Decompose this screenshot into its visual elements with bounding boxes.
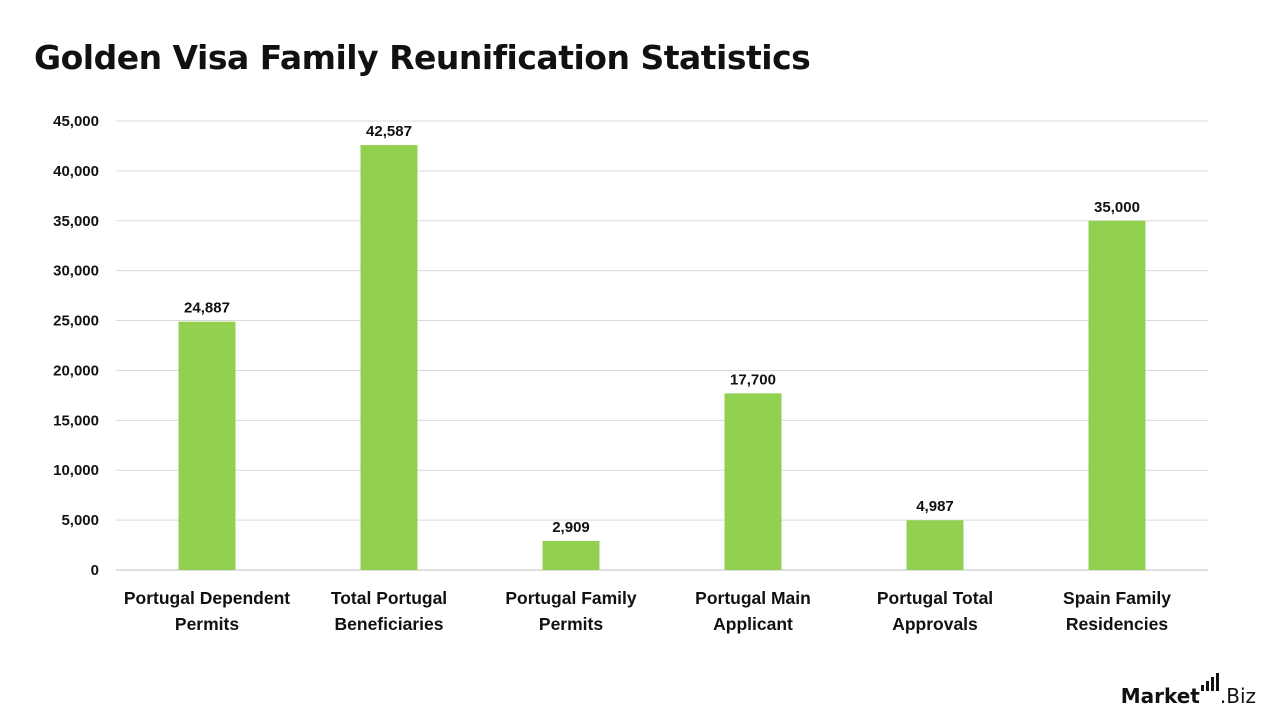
data-label: 4,987 (916, 498, 954, 515)
data-label: 2,909 (552, 519, 590, 536)
bar (360, 145, 418, 571)
y-tick-label: 25,000 (53, 313, 99, 330)
x-tick-label: Applicant (713, 614, 793, 634)
bar (178, 321, 236, 570)
y-tick-label: 0 (91, 562, 99, 579)
bars-icon (1200, 673, 1219, 691)
brand-logo: Market .Biz (1121, 673, 1256, 708)
data-label: 24,887 (184, 300, 230, 317)
bar (906, 520, 964, 570)
y-tick-label: 35,000 (53, 213, 99, 230)
bar (724, 393, 782, 570)
x-tick-label: Total Portugal (331, 588, 447, 608)
x-tick-label: Residencies (1066, 614, 1168, 634)
y-tick-label: 15,000 (53, 412, 99, 429)
y-tick-label: 10,000 (53, 462, 99, 479)
x-tick-label: Permits (175, 614, 239, 634)
x-tick-label: Portugal Total (877, 588, 993, 608)
data-label: 42,587 (366, 123, 412, 140)
y-tick-label: 5,000 (61, 512, 99, 529)
brand-name-rest: .Biz (1219, 684, 1256, 708)
bar (1088, 220, 1146, 570)
y-tick-label: 45,000 (53, 113, 99, 130)
y-tick-label: 40,000 (53, 163, 99, 180)
x-tick-label: Portugal Dependent (124, 588, 290, 608)
data-label: 17,700 (730, 371, 776, 388)
data-label: 35,000 (1094, 199, 1140, 216)
x-tick-label: Portugal Main (695, 588, 811, 608)
y-tick-label: 20,000 (53, 362, 99, 379)
y-tick-label: 30,000 (53, 263, 99, 280)
x-tick-label: Portugal Family (505, 588, 637, 608)
chart-title: Golden Visa Family Reunification Statist… (34, 38, 811, 77)
x-tick-label: Approvals (892, 614, 978, 634)
x-tick-label: Beneficiaries (335, 614, 444, 634)
brand-name-bold: Market (1120, 684, 1200, 708)
x-tick-label: Spain Family (1063, 588, 1171, 608)
x-tick-label: Permits (539, 614, 603, 634)
bar (542, 540, 600, 570)
